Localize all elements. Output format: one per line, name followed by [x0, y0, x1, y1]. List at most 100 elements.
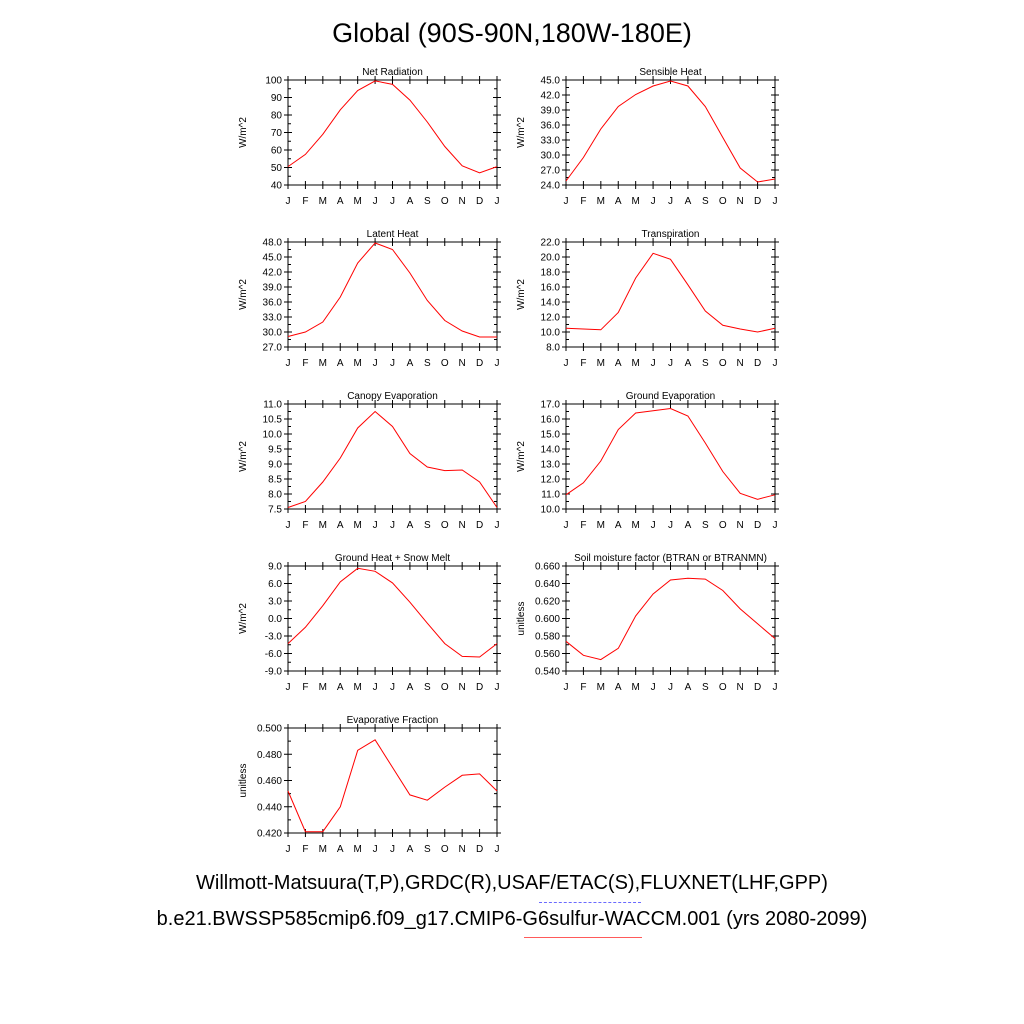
x-tick-label: J [564, 196, 569, 207]
panel-title: Evaporative Fraction [347, 715, 439, 726]
x-tick-label: S [702, 358, 709, 369]
x-tick-label: J [286, 520, 291, 531]
y-axis-label: W/m^2 [238, 441, 249, 472]
x-tick-label: S [702, 520, 709, 531]
x-tick-label: M [353, 196, 361, 207]
y-axis-label: W/m^2 [238, 279, 249, 310]
x-tick-label: A [615, 196, 622, 207]
x-tick-label: J [651, 682, 656, 693]
y-tick-label: 33.0 [541, 136, 561, 147]
panel-title: Ground Evaporation [626, 391, 716, 402]
series-line [565, 577, 776, 661]
x-tick-label: A [615, 358, 622, 369]
chart-panel-8: Soil moisture factor (BTRAN or BTRANMN) J… [516, 553, 779, 693]
x-tick-label: M [631, 682, 639, 693]
y-tick-label: 0.580 [535, 632, 560, 643]
series-line [287, 410, 498, 508]
x-tick-label: N [737, 196, 744, 207]
y-axis-label: W/m^2 [516, 441, 527, 472]
plot-frame [565, 79, 776, 186]
dashed-legend-line [539, 902, 641, 903]
plot-frame [287, 241, 498, 348]
x-tick-label: S [424, 520, 431, 531]
y-tick-label: 9.0 [268, 562, 282, 573]
x-tick-label: A [407, 196, 414, 207]
y-tick-label: 12.0 [541, 313, 561, 324]
x-tick-label: F [302, 520, 308, 531]
x-tick-label: D [476, 358, 483, 369]
y-tick-label: 60 [271, 146, 283, 157]
x-tick-label: O [719, 520, 727, 531]
x-tick-label: J [286, 844, 291, 855]
series-line [287, 242, 497, 338]
plot-frame [287, 565, 498, 672]
x-tick-label: O [719, 682, 727, 693]
x-tick-label: O [719, 358, 727, 369]
x-tick-label: M [597, 682, 605, 693]
x-tick-label: J [495, 520, 500, 531]
y-axis-label: W/m^2 [238, 117, 249, 148]
plot-frame [287, 403, 498, 510]
x-tick-label: D [476, 682, 483, 693]
x-tick-label: A [337, 682, 344, 693]
y-tick-label: 80 [271, 111, 283, 122]
series-line [287, 567, 498, 658]
y-tick-label: 0.560 [535, 649, 560, 660]
x-tick-label: J [286, 358, 291, 369]
y-tick-label: 10.0 [541, 505, 561, 516]
y-axis-label: unitless [238, 764, 249, 798]
series-line [565, 407, 776, 500]
x-tick-label: J [564, 682, 569, 693]
x-tick-label: F [580, 196, 586, 207]
x-tick-label: S [424, 196, 431, 207]
x-tick-label: J [668, 358, 673, 369]
y-tick-label: 30.0 [541, 151, 561, 162]
x-tick-label: N [459, 520, 466, 531]
x-tick-label: M [631, 196, 639, 207]
y-tick-label: 10.0 [263, 430, 283, 441]
x-tick-label: A [337, 358, 344, 369]
x-tick-label: M [319, 682, 327, 693]
x-tick-label: A [407, 358, 414, 369]
x-tick-label: O [719, 196, 727, 207]
x-tick-label: M [597, 196, 605, 207]
y-tick-label: 17.0 [541, 400, 561, 411]
x-tick-label: F [302, 196, 308, 207]
x-tick-label: A [685, 358, 692, 369]
y-tick-label: 0.540 [535, 667, 560, 678]
x-tick-label: J [564, 520, 569, 531]
x-tick-label: M [631, 358, 639, 369]
x-tick-label: J [668, 520, 673, 531]
y-tick-label: 12.0 [541, 475, 561, 486]
y-tick-label: 36.0 [541, 121, 561, 132]
x-tick-label: A [685, 520, 692, 531]
y-tick-label: 8.5 [268, 475, 282, 486]
y-tick-label: 13.0 [541, 460, 561, 471]
y-tick-label: 22.0 [541, 238, 561, 249]
y-tick-label: 10.0 [541, 328, 561, 339]
x-tick-label: F [302, 844, 308, 855]
x-tick-label: O [441, 844, 449, 855]
y-tick-label: 0.420 [257, 829, 282, 840]
page-title: Global (90S-90N,180W-180E) [332, 18, 692, 48]
x-tick-label: J [564, 358, 569, 369]
x-tick-label: O [441, 520, 449, 531]
x-tick-label: A [685, 682, 692, 693]
y-tick-label: 33.0 [263, 313, 283, 324]
x-tick-label: S [702, 682, 709, 693]
y-tick-label: 0.480 [257, 750, 282, 761]
x-tick-label: M [353, 358, 361, 369]
panel-title: Latent Heat [367, 229, 419, 240]
y-tick-label: 27.0 [541, 166, 561, 177]
y-tick-label: 0.660 [535, 562, 560, 573]
x-tick-label: O [441, 358, 449, 369]
x-tick-label: A [615, 520, 622, 531]
y-tick-label: 0.460 [257, 776, 282, 787]
x-tick-label: S [424, 682, 431, 693]
plot-frame [565, 403, 776, 510]
